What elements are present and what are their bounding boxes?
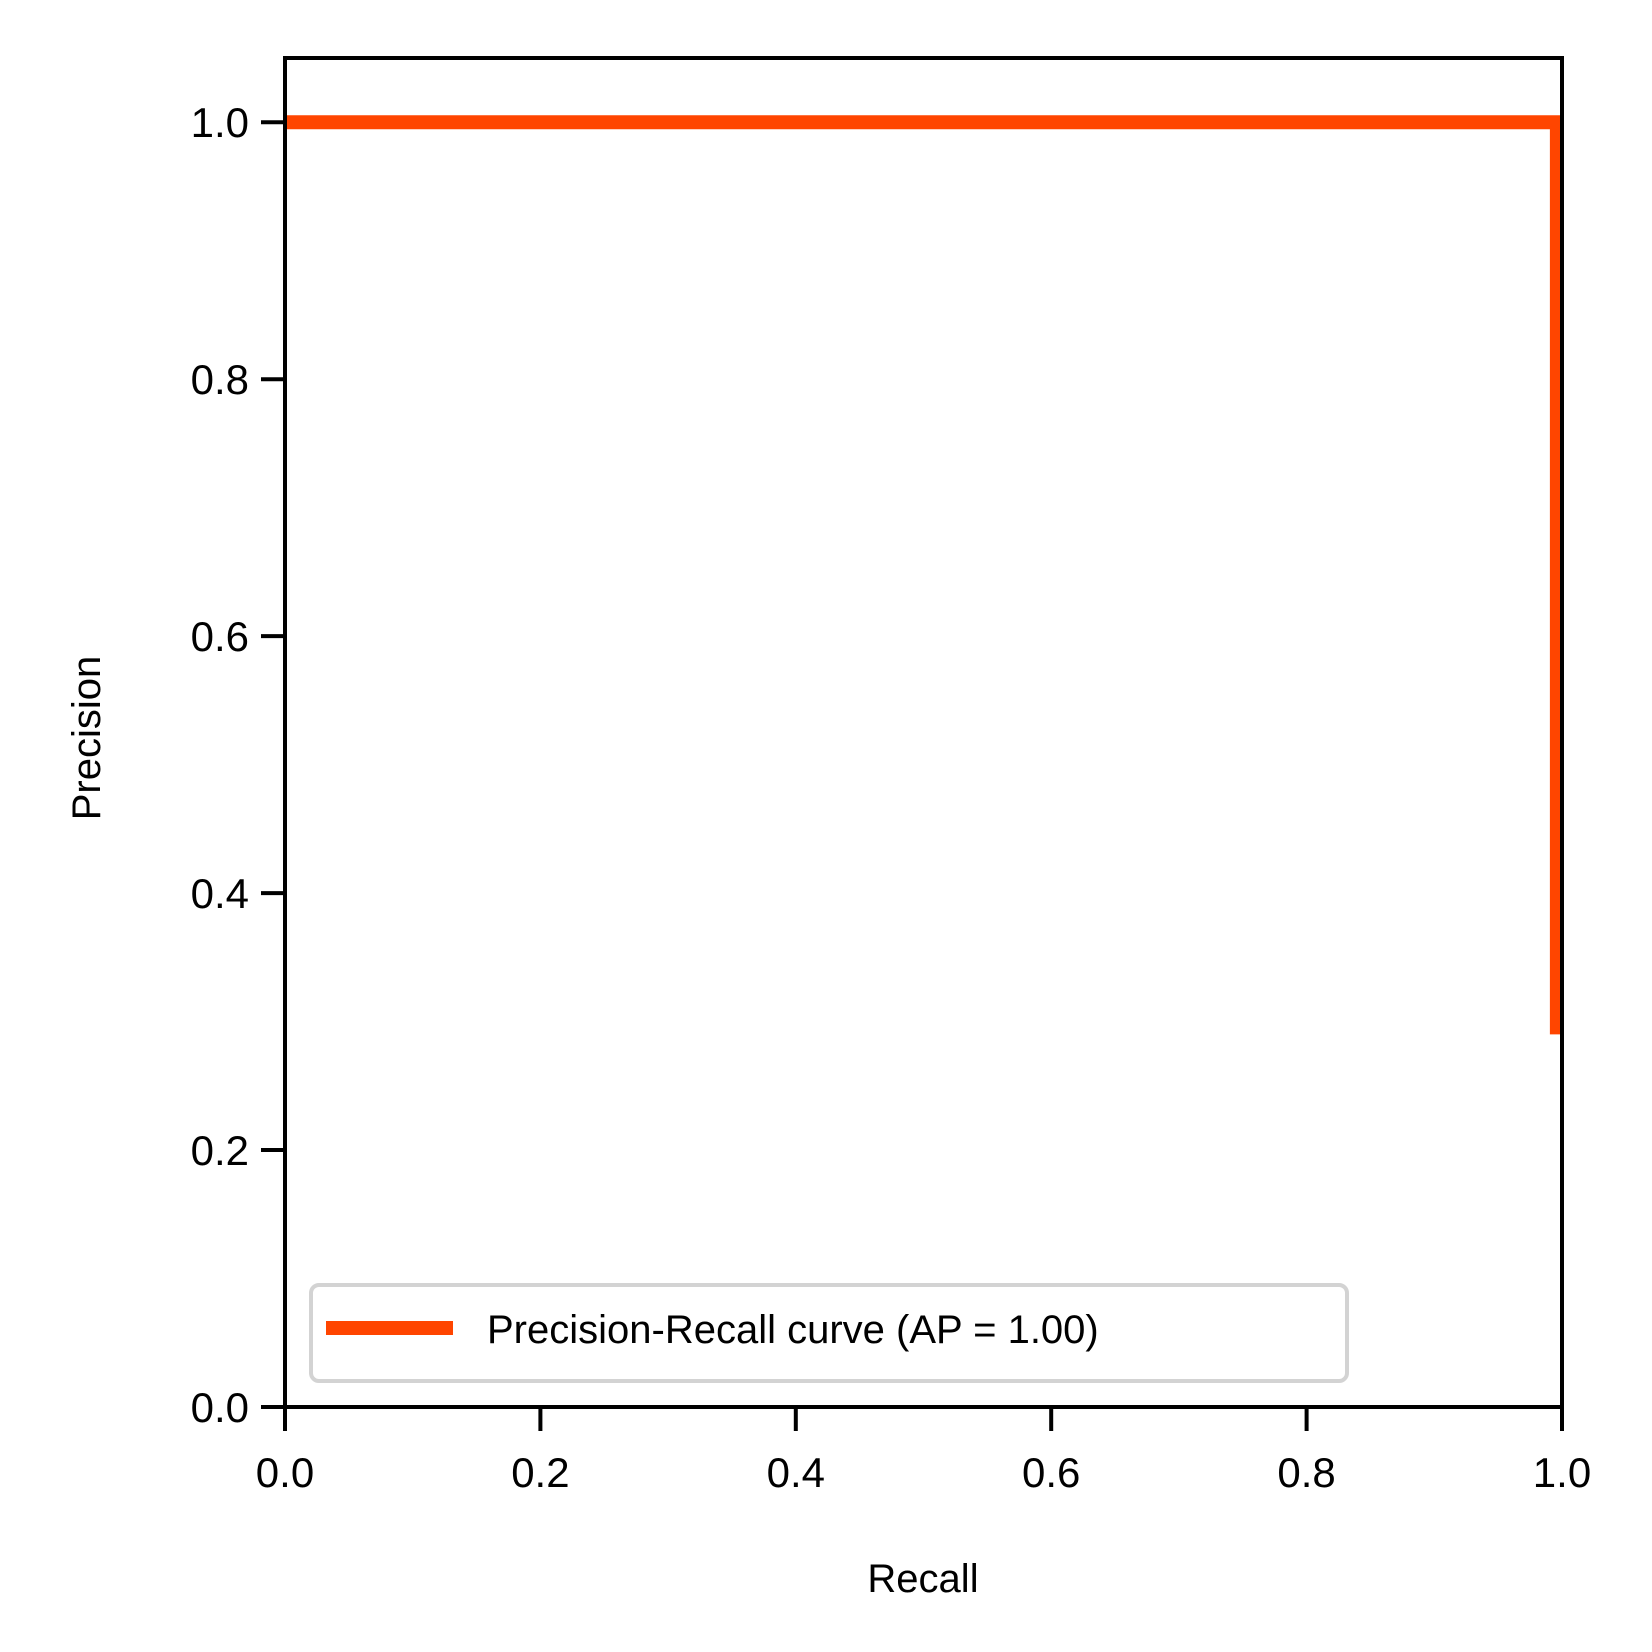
x-tick-label: 0.4 bbox=[767, 1449, 825, 1496]
y-tick-label: 0.0 bbox=[191, 1384, 249, 1431]
legend-label: Precision-Recall curve (AP = 1.00) bbox=[487, 1308, 1099, 1352]
series-line-0 bbox=[285, 115, 1564, 1035]
y-tick-label: 0.2 bbox=[191, 1127, 249, 1174]
series-layer bbox=[285, 115, 1564, 1035]
y-axis-label: Precision bbox=[65, 656, 109, 821]
x-tick-label: 0.2 bbox=[511, 1449, 569, 1496]
ticks-layer: 0.0 0.2 0.4 0.6 0.8 1.0 0.0 0.2 0.4 0.6 0.8 1.0 bbox=[191, 99, 1592, 1496]
y-tick-label: 0.6 bbox=[191, 613, 249, 660]
x-tick-label: 1.0 bbox=[1533, 1449, 1591, 1496]
legend-box bbox=[309, 1283, 1349, 1383]
plot-frame bbox=[283, 56, 1564, 1409]
y-tick-label: 0.4 bbox=[191, 870, 249, 917]
legend: Precision-Recall curve (AP = 1.00) bbox=[309, 1283, 1349, 1383]
x-axis-label: Recall bbox=[867, 1557, 978, 1601]
x-tick-label: 0.8 bbox=[1277, 1449, 1335, 1496]
x-tick-label: 0.0 bbox=[256, 1449, 314, 1496]
y-tick-label: 0.8 bbox=[191, 356, 249, 403]
x-tick-label: 0.6 bbox=[1022, 1449, 1080, 1496]
y-tick-label: 1.0 bbox=[191, 99, 249, 146]
